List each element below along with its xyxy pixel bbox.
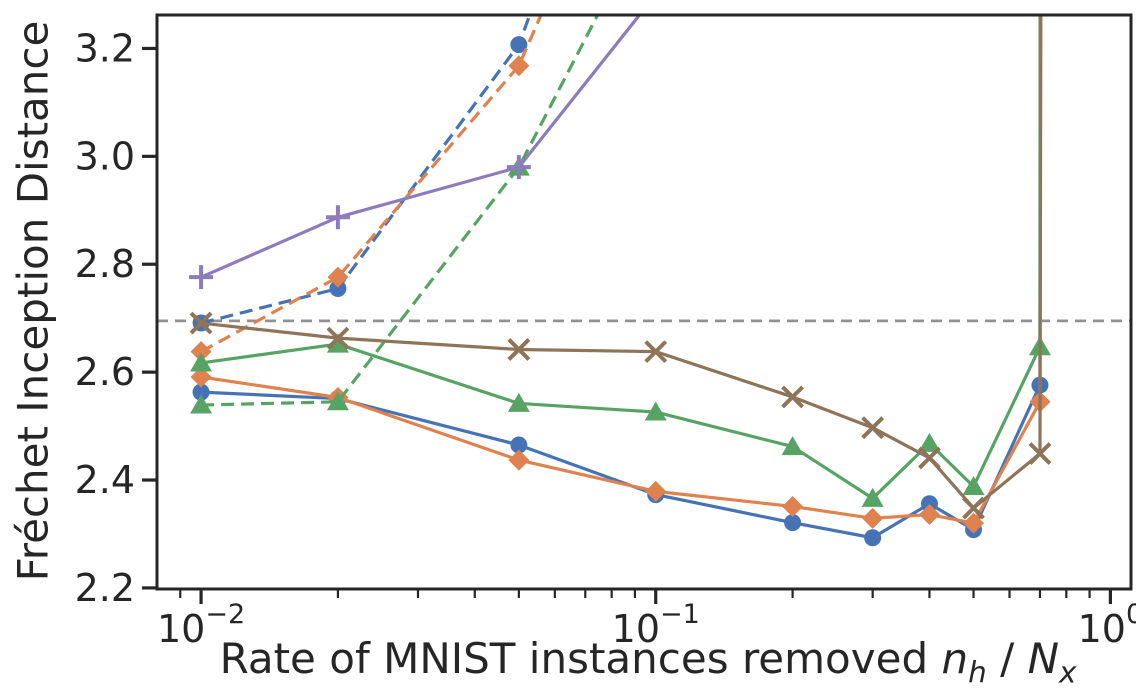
y-tick-label: 2.4: [75, 458, 135, 502]
series-orange-diamonds-dashed: [190, 15, 543, 363]
x-axis: 10−2 10−1 100: [157, 590, 1136, 651]
line-blue-circles-solid: [200, 15, 1042, 540]
line-brown-x-solid: [200, 15, 1043, 510]
x-tick-label: 100: [1078, 599, 1136, 651]
y-axis: 2.2 2.4 2.6 2.8 3.0 3.2: [75, 26, 156, 610]
line-orange-diamonds-dashed: [200, 15, 543, 354]
x-tick-label: 10−1: [612, 599, 700, 651]
series-brown-x-solid: [189, 15, 1052, 520]
y-tick-label: 2.8: [75, 242, 135, 286]
line-green-triangles-dashed: [201, 15, 600, 407]
x-axis-label-text: Rate of MNIST instances removed: [219, 634, 942, 683]
markers-blue-circles-solid: [192, 376, 1049, 547]
series-green-triangles-dashed: [190, 15, 600, 414]
y-tick-label: 3.2: [75, 26, 135, 70]
y-axis-label: Fréchet Inception Distance: [8, 20, 58, 582]
axes-spines: [155, 13, 1133, 591]
line-blue-circles-dashed: [200, 15, 532, 325]
series-blue-circles-dashed: [192, 15, 532, 332]
markers-orange-diamonds-dashed: [190, 55, 530, 363]
y-tick-label: 2.6: [75, 350, 135, 394]
y-tick-label: 2.2: [75, 566, 135, 610]
math-var-nx: Nx: [1027, 634, 1077, 690]
line-green-triangles-solid: [200, 15, 1043, 500]
plot-area: [157, 15, 1131, 547]
x-axis-label: Rate of MNIST instances removed nh / Nx: [219, 634, 1077, 690]
y-tick-label: 3.0: [75, 134, 135, 178]
markers-green-triangles-solid: [190, 333, 1051, 507]
markers-blue-circles-dashed: [192, 36, 528, 332]
x-tick-label: 10−2: [157, 599, 245, 651]
axes: 2.2 2.4 2.6 2.8 3.0 3.2 10−2 10−1 100: [75, 13, 1136, 651]
math-separator: /: [986, 634, 1028, 683]
series-purple-plus-solid: [189, 15, 642, 290]
math-var-nh: nh: [941, 634, 987, 690]
line-orange-diamonds-solid: [200, 15, 1042, 525]
line-purple-plus-solid: [200, 15, 642, 279]
series-green-triangles-solid: [190, 15, 1051, 507]
markers-brown-x-solid: [189, 311, 1052, 520]
markers-purple-plus-solid: [189, 155, 531, 290]
series-blue-circles-solid: [192, 15, 1049, 547]
